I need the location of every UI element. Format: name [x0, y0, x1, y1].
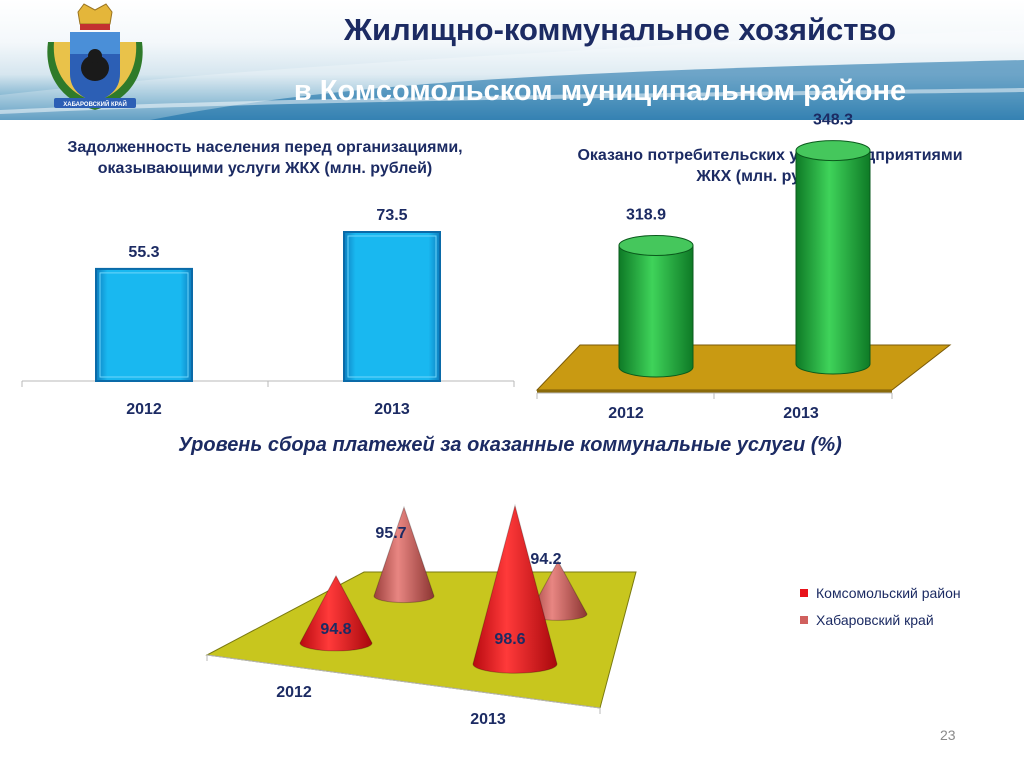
page-subtitle: в Комсомольском муниципальном районе — [293, 75, 907, 107]
header-banner: ХАБАРОВСКИЙ КРАЙ Жилищно-коммунальное хо… — [0, 0, 1024, 120]
chart1-title: Задолженность населения перед организаци… — [67, 139, 463, 177]
chart3-data-label: 98.6 — [494, 631, 525, 648]
chart1-bar — [343, 231, 441, 382]
chart3-data-label: 95.7 — [375, 525, 406, 542]
chart2-tick-label: 2013 — [783, 405, 819, 422]
chart1-bar-bevel — [347, 235, 437, 378]
page-number: 23 — [940, 727, 956, 743]
chart3-tick-label: 2012 — [276, 684, 312, 701]
chart3-cone-komsomolsk — [299, 574, 373, 652]
legend-label: Хабаровский край — [816, 612, 934, 628]
legend-swatch-salmon — [800, 616, 808, 624]
chart3-data-label: 94.2 — [530, 551, 561, 568]
banner-wave — [0, 30, 1024, 120]
chart3-cone-khabarovsk — [373, 505, 435, 604]
chart1-bar — [95, 267, 193, 382]
chart2-floor-edge — [537, 390, 892, 393]
chart2-floor — [535, 344, 952, 391]
chart3-data-label: 94.8 — [320, 621, 351, 638]
chart1-data-label: 55.3 — [128, 244, 159, 261]
chart3-cone-khabarovsk — [528, 560, 588, 621]
chart2-cylinder-body — [618, 244, 694, 378]
chart3-axis-line — [206, 654, 601, 709]
chart1-bar-bevel — [99, 272, 189, 378]
chart1-data-label: 73.5 — [376, 207, 407, 224]
chart3-tick-label: 2013 — [470, 711, 506, 728]
chart1-tick-label: 2012 — [126, 401, 162, 418]
legend-item-khabarovsk: Хабаровский край — [800, 612, 961, 628]
chart2-cylinder-top — [618, 234, 694, 256]
page-title: Жилищно-коммунальное хозяйство — [343, 12, 897, 47]
legend-swatch-red — [800, 589, 808, 597]
chart2-data-label: 318.9 — [626, 206, 666, 223]
chart3-floor — [205, 571, 637, 709]
chart2-tick-label: 2012 — [608, 405, 644, 422]
chart3-cone-komsomolsk — [472, 503, 558, 674]
chart3-title: Уровень сбора платежей за оказанные комм… — [178, 434, 842, 456]
legend-label: Комсомольский район — [816, 585, 961, 601]
chart3-legend: Комсомольский район Хабаровский край — [800, 585, 961, 639]
coat-of-arms-emblem: ХАБАРОВСКИЙ КРАЙ — [40, 2, 150, 116]
chart2-title: Оказано потребительских услуг предприяти… — [577, 147, 963, 185]
chart1-tick-label: 2013 — [374, 401, 410, 418]
legend-item-komsomolsk: Комсомольский район — [800, 585, 961, 601]
emblem-ribbon-text: ХАБАРОВСКИЙ КРАЙ — [63, 100, 127, 108]
